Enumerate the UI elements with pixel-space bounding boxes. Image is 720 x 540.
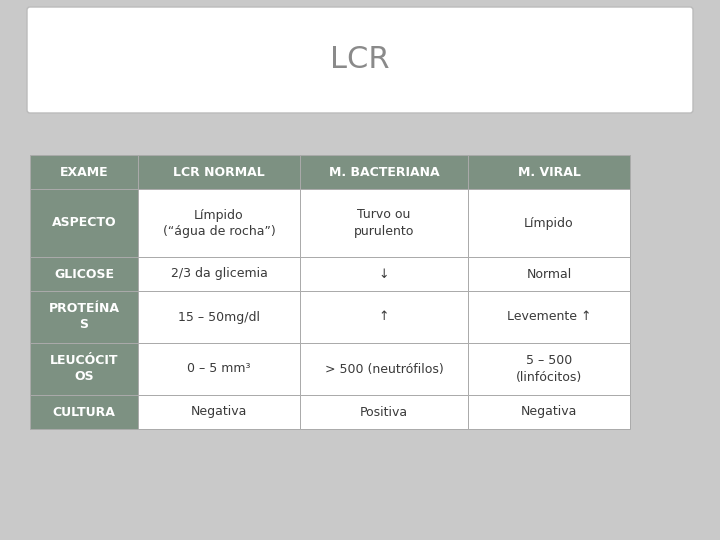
Bar: [300, 155, 468, 189]
Bar: [300, 395, 468, 429]
Text: 5 – 500
(linfócitos): 5 – 500 (linfócitos): [516, 354, 582, 383]
Text: GLICOSE: GLICOSE: [54, 267, 114, 280]
Bar: [468, 291, 630, 343]
Bar: [300, 291, 468, 343]
Text: Negativa: Negativa: [191, 406, 247, 419]
Bar: [138, 189, 300, 257]
Bar: [300, 343, 468, 395]
Text: LCR NORMAL: LCR NORMAL: [173, 165, 265, 179]
Text: CULTURA: CULTURA: [53, 406, 115, 419]
Text: > 500 (neutrófilos): > 500 (neutrófilos): [325, 362, 444, 375]
Bar: [138, 343, 300, 395]
Bar: [468, 395, 630, 429]
FancyBboxPatch shape: [27, 7, 693, 113]
Text: Positiva: Positiva: [360, 406, 408, 419]
Text: PROTEÍNA
S: PROTEÍNA S: [48, 302, 120, 332]
Bar: [468, 257, 630, 291]
Text: 15 – 50mg/dl: 15 – 50mg/dl: [178, 310, 260, 323]
Bar: [30, 343, 138, 395]
Bar: [30, 155, 138, 189]
Bar: [468, 343, 630, 395]
Bar: [138, 291, 300, 343]
Bar: [138, 257, 300, 291]
Bar: [30, 257, 138, 291]
Text: 0 – 5 mm³: 0 – 5 mm³: [187, 362, 251, 375]
Bar: [138, 155, 300, 189]
Text: 2/3 da glicemia: 2/3 da glicemia: [171, 267, 267, 280]
Text: Normal: Normal: [526, 267, 572, 280]
Bar: [300, 257, 468, 291]
Bar: [30, 395, 138, 429]
Bar: [30, 291, 138, 343]
Bar: [468, 189, 630, 257]
Text: LEUCÓCIT
OS: LEUCÓCIT OS: [50, 354, 118, 383]
Bar: [468, 155, 630, 189]
Bar: [30, 189, 138, 257]
Text: Levemente ↑: Levemente ↑: [507, 310, 591, 323]
Text: Turvo ou
purulento: Turvo ou purulento: [354, 208, 414, 238]
Text: ASPECTO: ASPECTO: [52, 217, 117, 230]
Text: ↓: ↓: [379, 267, 390, 280]
Bar: [138, 395, 300, 429]
Text: M. VIRAL: M. VIRAL: [518, 165, 580, 179]
Text: LCR: LCR: [330, 45, 390, 75]
Text: M. BACTERIANA: M. BACTERIANA: [329, 165, 439, 179]
Text: ↑: ↑: [379, 310, 390, 323]
Bar: [300, 189, 468, 257]
Text: Límpido: Límpido: [524, 217, 574, 230]
Text: EXAME: EXAME: [60, 165, 108, 179]
Text: Límpido
(“água de rocha”): Límpido (“água de rocha”): [163, 208, 275, 238]
Text: Negativa: Negativa: [521, 406, 577, 419]
